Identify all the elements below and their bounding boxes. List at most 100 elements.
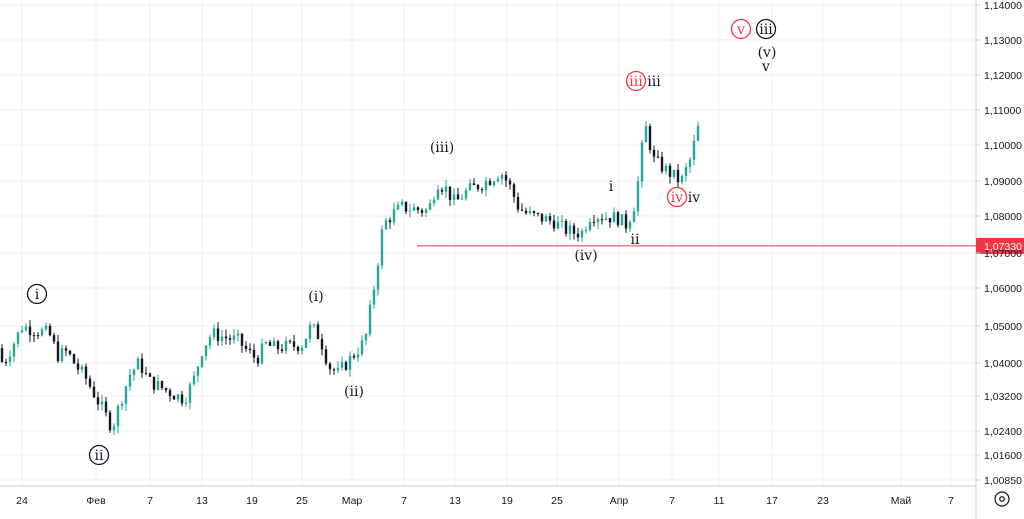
x-tick-label: 7 [948, 495, 954, 507]
candle-body [304, 338, 308, 348]
candle-body [352, 355, 356, 358]
candle-body [100, 401, 104, 405]
candle-body [368, 304, 372, 335]
candle-body [568, 225, 572, 234]
candle-body [396, 204, 400, 210]
x-tick-label: 25 [551, 495, 563, 507]
candle-body [192, 375, 196, 385]
candle-body [272, 341, 276, 346]
candle-body [480, 189, 484, 191]
candle-body [420, 210, 424, 213]
candle-body [476, 185, 480, 190]
candle-body [4, 361, 8, 363]
candle-body [520, 209, 524, 211]
candle-body [88, 378, 92, 387]
candle-body [68, 350, 72, 355]
candle-body [372, 289, 376, 305]
candle-body [596, 219, 600, 223]
x-tick-label: Мар [342, 495, 363, 507]
candle-body [616, 212, 620, 226]
candle-body [640, 142, 644, 182]
candle-body [324, 349, 328, 364]
candle-body [588, 221, 592, 230]
candle-body [620, 214, 624, 226]
settings-icon-ring [994, 491, 1010, 507]
candle-body [196, 366, 200, 376]
x-tick-label: Май [891, 495, 912, 507]
price-line[interactable]: 1,07330 [417, 237, 1024, 254]
y-tick-label: 1,03200 [984, 391, 1022, 403]
candle-body [288, 340, 292, 342]
candle-body [256, 357, 260, 364]
candle-body [116, 405, 120, 427]
candle-body [44, 325, 48, 330]
candle-body [692, 140, 696, 160]
y-tick-label: 1,07000 [984, 248, 1022, 260]
candle-body [32, 335, 36, 337]
candle-body [52, 335, 56, 342]
candle-body [500, 174, 504, 179]
x-axis[interactable]: 24 Фев 7 13 19 25 Мар 7 13 19 25 Апр 7 11 17 23 Май 7 [16, 495, 954, 507]
candle-body [656, 156, 660, 158]
candle-body [600, 219, 604, 221]
wave-label: (iii) [430, 140, 454, 156]
candle-body [188, 384, 192, 403]
candle-body [360, 340, 364, 355]
candle-body [280, 349, 284, 352]
candle-body [676, 169, 680, 183]
candle-body [232, 335, 236, 340]
x-tick-label: 24 [16, 495, 28, 507]
candle-body [436, 189, 440, 200]
candle-body [428, 202, 432, 210]
candle-body [348, 355, 352, 370]
candle-body [208, 337, 212, 346]
candle-body [308, 324, 312, 339]
candle-body [544, 216, 548, 222]
candle-body [36, 335, 40, 337]
wave-label-circle [666, 186, 688, 208]
candle-body [200, 356, 204, 367]
candle-body [592, 221, 596, 223]
candle-body [644, 126, 648, 143]
candle-body [180, 394, 184, 404]
x-tick-label: 25 [296, 495, 308, 507]
candle-body [516, 196, 520, 210]
candle-body [672, 169, 676, 177]
price-tag-label: 1,07330 [984, 241, 1022, 253]
candle-body [168, 390, 172, 397]
candle-body [660, 156, 664, 172]
candle-body [456, 194, 460, 200]
candle-body [688, 159, 692, 168]
x-tick-label: 17 [766, 495, 778, 507]
wave-label: (v) [758, 45, 777, 61]
candle-body [132, 369, 136, 376]
y-axis[interactable]: 1,14000 1,13000 1,12000 1,11000 1,10000 1,090… [976, 0, 1022, 487]
candle-body [28, 326, 32, 336]
candle-body [652, 149, 656, 157]
candle-body [496, 178, 500, 182]
x-tick-label: 19 [501, 495, 513, 507]
wave-label: (iv) [574, 248, 597, 264]
candle-body [140, 358, 144, 373]
candle-body [124, 386, 128, 404]
candle-body [504, 174, 508, 181]
y-tick-label: 1,01600 [984, 450, 1022, 462]
wave-label: ii [95, 448, 104, 464]
candle-body [184, 402, 188, 404]
candle-body [508, 180, 512, 185]
candle-body [328, 363, 332, 370]
y-tick-label: 1,04000 [984, 358, 1022, 370]
candle-body [564, 220, 568, 234]
settings-icon[interactable] [994, 491, 1010, 507]
candle-body [648, 126, 652, 150]
candle-body [424, 209, 428, 213]
candle-body [448, 186, 452, 200]
candle-body [144, 372, 148, 374]
candle-body [548, 216, 552, 221]
candle-body [412, 207, 416, 211]
candle-body [156, 381, 160, 390]
candle-body [680, 175, 684, 183]
wave-label: i [609, 179, 614, 195]
candle-body [248, 348, 252, 350]
